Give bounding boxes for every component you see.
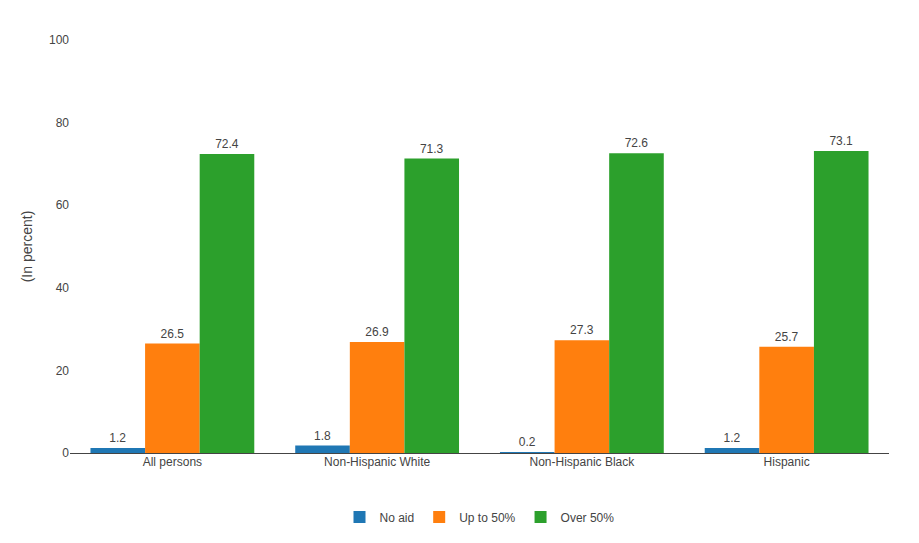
svg-text:0.2: 0.2 — [519, 435, 536, 449]
svg-text:1.8: 1.8 — [314, 429, 331, 443]
svg-text:0: 0 — [62, 446, 69, 460]
svg-text:27.3: 27.3 — [570, 323, 594, 337]
svg-text:Over 50%: Over 50% — [561, 511, 615, 525]
svg-text:80: 80 — [56, 116, 70, 130]
svg-text:60: 60 — [56, 198, 70, 212]
svg-text:73.1: 73.1 — [829, 134, 853, 148]
svg-text:71.3: 71.3 — [420, 142, 444, 156]
svg-text:No aid: No aid — [380, 511, 415, 525]
svg-text:26.5: 26.5 — [161, 327, 185, 341]
svg-text:1.2: 1.2 — [724, 431, 741, 445]
svg-text:(In percent): (In percent) — [19, 211, 35, 283]
svg-text:40: 40 — [56, 281, 70, 295]
svg-text:Up to 50%: Up to 50% — [459, 511, 515, 525]
svg-text:All persons: All persons — [143, 455, 202, 469]
svg-text:72.6: 72.6 — [625, 136, 649, 150]
svg-text:72.4: 72.4 — [215, 137, 239, 151]
svg-text:100: 100 — [49, 33, 69, 47]
svg-text:1.2: 1.2 — [109, 431, 126, 445]
svg-text:Hispanic: Hispanic — [764, 455, 810, 469]
svg-text:20: 20 — [56, 364, 70, 378]
svg-text:Non-Hispanic White: Non-Hispanic White — [324, 455, 430, 469]
svg-text:25.7: 25.7 — [775, 330, 799, 344]
svg-text:26.9: 26.9 — [365, 325, 389, 339]
svg-text:Non-Hispanic Black: Non-Hispanic Black — [530, 455, 636, 469]
